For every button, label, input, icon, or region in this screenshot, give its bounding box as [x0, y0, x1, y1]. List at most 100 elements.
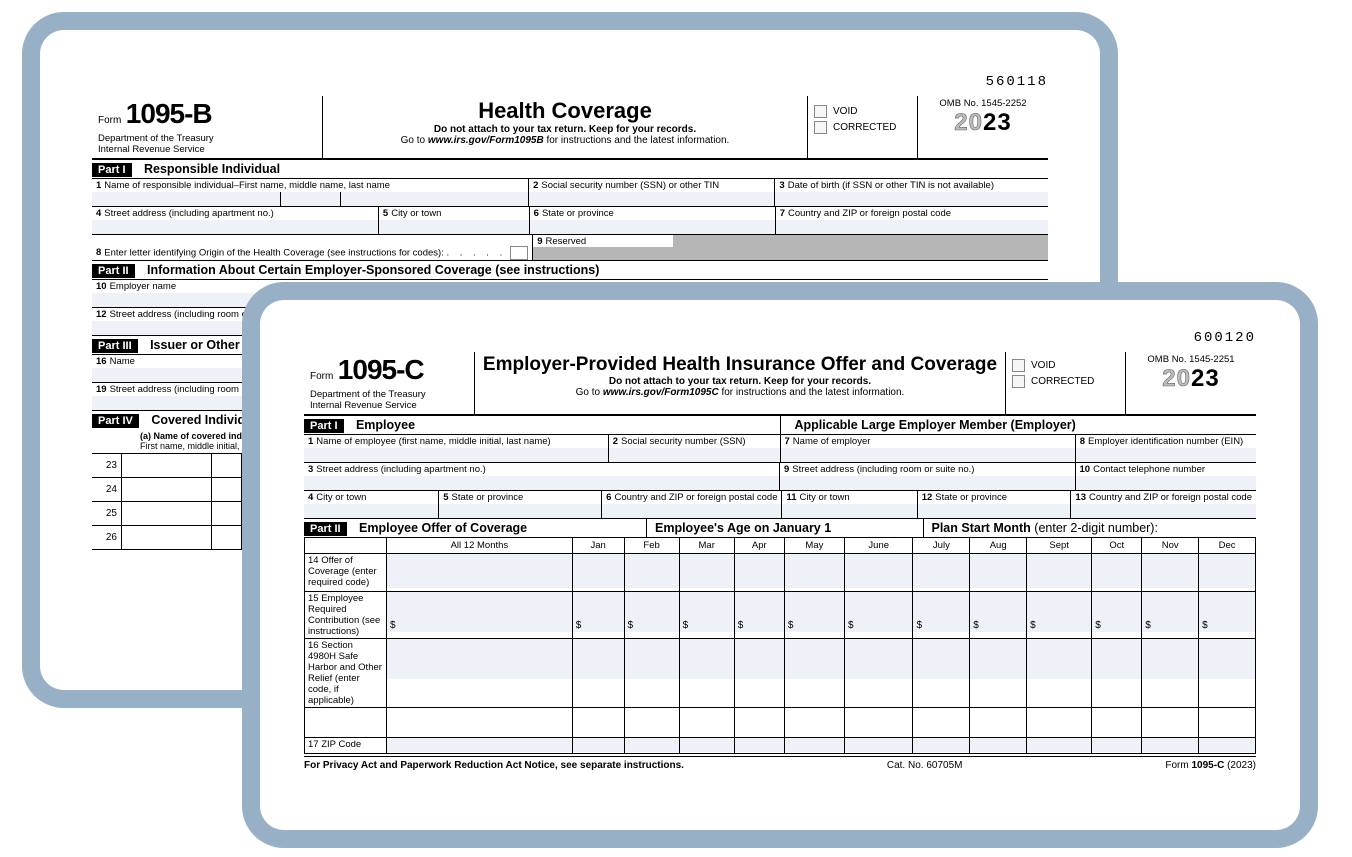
month-cell[interactable]	[387, 707, 573, 737]
footer-c: For Privacy Act and Paperwork Reduction …	[304, 756, 1256, 771]
month-cell[interactable]	[679, 553, 734, 591]
month-cell[interactable]	[913, 737, 970, 753]
origin-code-box-b[interactable]	[510, 246, 528, 260]
month-cell[interactable]	[970, 553, 1027, 591]
month-cell[interactable]	[1142, 638, 1199, 707]
month-header: Aug	[970, 537, 1027, 553]
month-header: Mar	[679, 537, 734, 553]
month-cell[interactable]	[624, 553, 679, 591]
month-cell[interactable]	[844, 553, 913, 591]
month-cell[interactable]	[784, 591, 844, 638]
month-cell[interactable]	[784, 737, 844, 753]
sub2c-b: for instructions and the latest informat…	[544, 135, 730, 146]
footer-m-c: Cat. No. 60705M	[887, 760, 963, 771]
month-cell[interactable]	[844, 591, 913, 638]
month-header: Dec	[1199, 537, 1256, 553]
month-cell[interactable]	[1199, 737, 1256, 753]
field3-label-b: Date of birth (if SSN or other TIN is no…	[788, 180, 994, 191]
month-cell[interactable]	[784, 707, 844, 737]
month-cell[interactable]	[970, 707, 1027, 737]
part1-t2-c: Applicable Large Employer Member (Employ…	[781, 418, 1076, 432]
month-cell[interactable]	[844, 638, 913, 707]
month-cell[interactable]	[734, 591, 784, 638]
month-cell[interactable]	[734, 553, 784, 591]
field10-label-b: Employer name	[110, 281, 177, 292]
form-word-c: Form	[310, 371, 333, 382]
month-cell[interactable]	[624, 707, 679, 737]
month-cell[interactable]	[734, 737, 784, 753]
c-f10: Contact telephone number	[1093, 464, 1205, 475]
month-cell[interactable]	[1199, 707, 1256, 737]
month-cell[interactable]	[387, 638, 573, 707]
month-cell[interactable]	[1092, 638, 1142, 707]
month-cell[interactable]	[624, 638, 679, 707]
month-cell[interactable]	[913, 591, 970, 638]
dept-line2-b: Internal Revenue Service	[98, 145, 316, 156]
month-cell[interactable]	[1199, 553, 1256, 591]
month-cell[interactable]	[572, 737, 624, 753]
month-cell[interactable]	[734, 638, 784, 707]
part2-bar-c: Part II	[304, 522, 347, 536]
month-cell[interactable]	[734, 707, 784, 737]
void-checkbox-b[interactable]: VOID	[814, 105, 911, 118]
month-cell[interactable]	[1142, 707, 1199, 737]
month-cell[interactable]	[784, 553, 844, 591]
part2-t2-c: Employee's Age on January 1	[647, 521, 831, 535]
month-cell[interactable]	[679, 638, 734, 707]
month-cell[interactable]	[784, 638, 844, 707]
month-cell[interactable]	[1092, 707, 1142, 737]
month-cell[interactable]	[1142, 591, 1199, 638]
c-f5: State or province	[452, 492, 524, 503]
month-cell[interactable]	[1092, 553, 1142, 591]
corrected-checkbox-b[interactable]: CORRECTED	[814, 121, 911, 134]
month-cell[interactable]	[572, 707, 624, 737]
sub2a-c: Go to	[576, 387, 603, 398]
part2-t3a-c: Plan Start Month	[932, 521, 1035, 535]
month-cell[interactable]	[1027, 553, 1092, 591]
month-cell[interactable]	[913, 707, 970, 737]
month-header: Oct	[1092, 537, 1142, 553]
month-cell[interactable]	[1199, 591, 1256, 638]
c-f4: City or town	[316, 492, 366, 503]
month-cell[interactable]	[844, 737, 913, 753]
month-cell[interactable]	[1092, 591, 1142, 638]
month-cell[interactable]	[572, 553, 624, 591]
month-cell[interactable]	[970, 591, 1027, 638]
month-cell[interactable]	[387, 553, 573, 591]
year-b-b: 23	[983, 109, 1012, 136]
month-cell[interactable]	[679, 591, 734, 638]
month-cell[interactable]	[913, 553, 970, 591]
month-cell[interactable]	[624, 591, 679, 638]
year-a-b: 20	[954, 109, 983, 136]
year-a-c: 20	[1162, 365, 1191, 392]
month-cell[interactable]	[572, 638, 624, 707]
month-cell[interactable]	[1027, 638, 1092, 707]
c-f11: City or town	[800, 492, 850, 503]
month-cell[interactable]	[679, 737, 734, 753]
row-label: 16 Section 4980H Safe Harbor and Other R…	[305, 638, 387, 707]
form-1095c-card: 600120 Form 1095-C Department of the Tre…	[260, 300, 1300, 830]
month-cell[interactable]	[844, 707, 913, 737]
month-cell[interactable]	[913, 638, 970, 707]
month-cell[interactable]	[387, 737, 573, 753]
month-cell[interactable]	[1027, 707, 1092, 737]
month-cell[interactable]	[1199, 638, 1256, 707]
month-cell[interactable]	[1142, 737, 1199, 753]
c-f1: Name of employee (first name, middle ini…	[316, 436, 550, 447]
void-checkbox-c[interactable]: VOID	[1012, 359, 1119, 372]
month-cell[interactable]	[387, 591, 573, 638]
month-cell[interactable]	[1027, 737, 1092, 753]
part2-t1-c: Employee Offer of Coverage	[351, 521, 527, 535]
form-word-b: Form	[98, 115, 121, 126]
corrected-checkbox-c[interactable]: CORRECTED	[1012, 375, 1119, 388]
month-cell[interactable]	[1092, 737, 1142, 753]
month-cell[interactable]	[679, 707, 734, 737]
month-cell[interactable]	[1027, 591, 1092, 638]
row-label: 14 Offer of Coverage (enter required cod…	[305, 553, 387, 591]
month-cell[interactable]	[970, 638, 1027, 707]
field2-label-b: Social security number (SSN) or other TI…	[541, 180, 719, 191]
month-cell[interactable]	[624, 737, 679, 753]
month-cell[interactable]	[970, 737, 1027, 753]
month-cell[interactable]	[572, 591, 624, 638]
month-cell[interactable]	[1142, 553, 1199, 591]
